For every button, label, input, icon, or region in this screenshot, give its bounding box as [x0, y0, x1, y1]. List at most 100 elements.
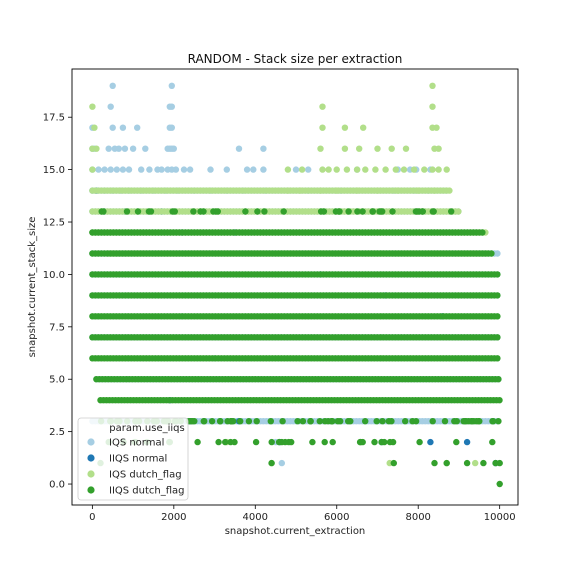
y-tick-label: 17.5	[43, 113, 65, 124]
data-point	[389, 438, 397, 446]
y-tick-label: 12.5	[43, 218, 65, 229]
data-point	[101, 166, 108, 173]
data-point	[382, 166, 389, 173]
data-point	[388, 145, 395, 152]
data-point	[168, 82, 175, 90]
legend-marker	[87, 454, 95, 462]
data-point	[292, 166, 300, 173]
data-point	[317, 145, 324, 152]
data-point	[435, 166, 442, 173]
data-point	[465, 418, 472, 425]
data-point	[373, 418, 380, 425]
data-point	[260, 166, 267, 173]
data-point	[91, 124, 98, 131]
data-point	[402, 418, 409, 425]
chart-title: RANDOM - Stack size per extraction	[188, 52, 403, 66]
data-point	[495, 418, 502, 425]
data-point	[194, 438, 201, 446]
data-point	[357, 438, 364, 446]
data-point	[89, 103, 96, 110]
data-point	[494, 355, 501, 362]
data-point	[362, 166, 369, 173]
data-point	[448, 208, 455, 215]
data-point	[252, 438, 260, 446]
data-point	[394, 187, 401, 194]
data-point	[443, 459, 450, 467]
data-point	[119, 166, 127, 173]
data-point	[334, 418, 341, 425]
data-point	[480, 459, 487, 467]
data-point	[381, 438, 388, 446]
data-point	[107, 103, 114, 110]
data-point	[134, 124, 141, 131]
data-point	[89, 166, 96, 173]
data-point	[325, 166, 332, 173]
plot-frame	[71, 68, 519, 506]
data-point	[317, 208, 325, 215]
data-point	[235, 145, 243, 152]
data-point	[479, 229, 486, 236]
data-point	[228, 418, 235, 425]
data-point	[250, 166, 257, 173]
data-point	[298, 166, 306, 173]
data-point	[446, 187, 453, 194]
data-point	[146, 166, 153, 173]
data-point	[170, 145, 177, 152]
y-tick-label: 5.0	[49, 375, 65, 386]
data-point	[121, 145, 129, 152]
data-point	[227, 438, 234, 446]
data-point	[402, 145, 410, 152]
data-point	[268, 459, 275, 467]
data-point	[333, 187, 340, 194]
data-point	[105, 145, 112, 152]
x-tick-label: 0	[89, 512, 95, 523]
y-tick-label: 10.0	[43, 270, 65, 281]
y-tick-label: 7.5	[49, 322, 65, 333]
data-point	[362, 418, 369, 425]
data-point	[279, 418, 286, 425]
data-point	[360, 124, 367, 131]
data-point	[166, 103, 173, 110]
data-point	[208, 418, 216, 425]
x-tick-label: 4000	[243, 512, 268, 523]
data-point	[354, 208, 361, 215]
data-point	[299, 418, 307, 425]
data-point	[319, 166, 326, 173]
data-point	[316, 418, 323, 425]
data-point	[389, 208, 396, 215]
data-point	[109, 82, 116, 90]
data-point	[441, 418, 449, 425]
data-point	[197, 208, 204, 215]
x-tick-label: 10000	[484, 512, 516, 523]
data-point	[378, 208, 385, 215]
data-point	[242, 208, 249, 215]
data-point	[309, 438, 316, 446]
data-point	[494, 292, 501, 299]
data-point	[429, 166, 436, 173]
data-point	[429, 103, 436, 110]
y-axis-label: snapshot.current_stack_size	[27, 217, 38, 358]
data-point	[415, 187, 422, 194]
data-point	[254, 208, 261, 215]
data-point	[95, 166, 102, 173]
data-point	[429, 82, 436, 90]
data-point	[168, 124, 175, 131]
data-point	[180, 166, 188, 173]
data-point	[369, 208, 376, 215]
data-point	[123, 208, 131, 215]
data-point	[147, 208, 155, 215]
data-point	[223, 166, 230, 173]
y-tick-label: 15.0	[43, 165, 65, 176]
data-point	[222, 438, 229, 446]
data-point	[390, 459, 397, 467]
data-point	[253, 418, 260, 425]
data-point	[98, 208, 105, 215]
data-point	[488, 250, 495, 257]
data-point	[305, 166, 312, 173]
data-point	[496, 397, 503, 404]
data-point	[379, 418, 386, 425]
y-tick-label: 0.0	[49, 480, 65, 491]
data-point	[496, 459, 503, 467]
legend: param.use_iiqs IQS normal IIQS normal IQS …	[77, 417, 189, 501]
data-point	[353, 166, 361, 173]
